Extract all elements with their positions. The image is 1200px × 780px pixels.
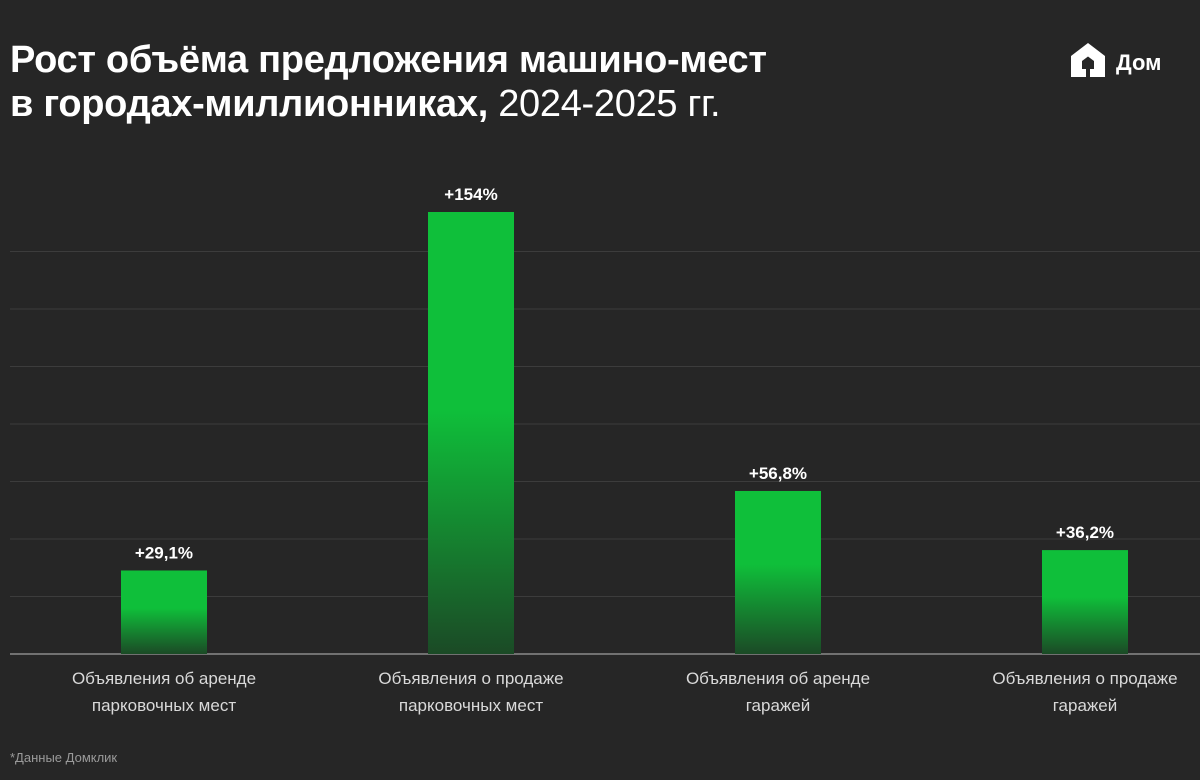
bar-chart: +29,1% Объявления об аренде парковочных ме… — [10, 185, 1200, 715]
bar — [1042, 550, 1128, 654]
bar-value-label: +154% — [444, 185, 497, 204]
category-label: Объявления о продаже парковочных мест — [378, 669, 563, 715]
title-line-1: Рост объёма предложения машино-мест — [10, 39, 767, 81]
brand-logo: Дом — [1068, 40, 1161, 85]
bar — [121, 570, 207, 654]
title-line-2-bold: в городах-миллионниках, — [10, 83, 488, 125]
title-line-2-light: 2024-2025 гг. — [487, 83, 721, 125]
bar — [735, 490, 821, 654]
category-label-line: Объявления об аренде — [72, 669, 256, 688]
bar-value-label: +56,8% — [749, 464, 807, 483]
house-logo-icon — [1068, 40, 1108, 85]
category-label: Объявления о продаже гаражей — [992, 669, 1177, 715]
bar-value-label: +36,2% — [1056, 523, 1114, 542]
chart-title: Рост объёма предложения машино-мест в го… — [10, 38, 767, 126]
category-label: Объявления об аренде гаражей — [686, 669, 870, 715]
category-label-line: парковочных мест — [399, 696, 543, 715]
category-label-line: Объявления о продаже — [992, 669, 1177, 688]
category-label-line: Объявления о продаже — [378, 669, 563, 688]
category-label: Объявления об аренде парковочных мест — [72, 669, 256, 715]
logo-text: Дом — [1116, 49, 1162, 75]
category-label-line: гаражей — [1053, 696, 1118, 715]
category-label-line: парковочных мест — [92, 696, 236, 715]
footnote: *Данные Домклик — [10, 750, 118, 765]
bar — [428, 212, 514, 654]
category-label-line: Объявления об аренде — [686, 669, 870, 688]
title-line-2: в городах-миллионниках, 2024-2025 гг. — [10, 82, 767, 126]
category-label-line: гаражей — [746, 696, 811, 715]
bar-value-label: +29,1% — [135, 543, 193, 562]
